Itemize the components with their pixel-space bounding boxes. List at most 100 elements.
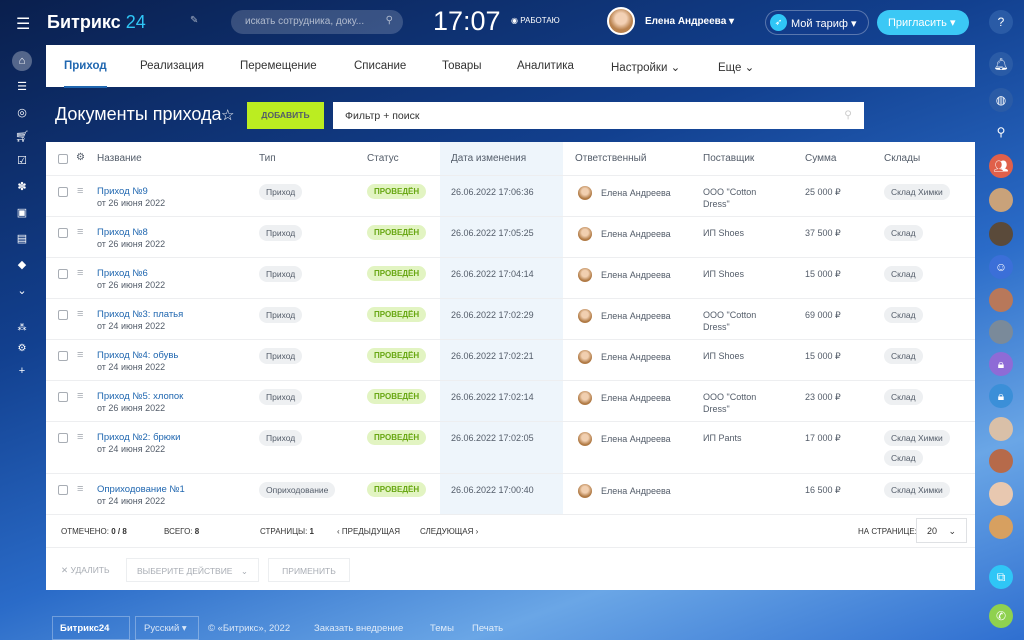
tariff-button[interactable]: ➶ Мой тариф ▾ — [765, 10, 869, 35]
cart-icon[interactable]: 🛒︎ — [15, 131, 29, 143]
header-name[interactable]: Название — [97, 153, 142, 164]
header-stores[interactable]: Склады — [884, 153, 921, 164]
help-icon[interactable]: ? — [989, 10, 1013, 34]
plus-icon[interactable]: + — [18, 365, 26, 377]
next-page-link[interactable]: СЛЕДУЮЩАЯ › — [420, 527, 479, 536]
header-responsible[interactable]: Ответственный — [575, 153, 647, 164]
row-checkbox[interactable] — [58, 187, 68, 197]
header-date[interactable]: Дата изменения — [451, 153, 527, 164]
header-status[interactable]: Статус — [367, 153, 399, 164]
row-checkbox[interactable] — [58, 228, 68, 238]
table-row[interactable]: ≡ Приход №6 от 26 июня 2022 Приход ПРОВЕ… — [46, 257, 975, 298]
contact-avatar[interactable] — [989, 417, 1013, 441]
table-row[interactable]: ≡ Приход №4: обувь от 24 июня 2022 Прихо… — [46, 339, 975, 380]
contact-avatar[interactable] — [989, 515, 1013, 539]
table-row[interactable]: ≡ Приход №9 от 26 июня 2022 Приход ПРОВЕ… — [46, 175, 975, 216]
tab-realizaciya[interactable]: Реализация — [140, 60, 204, 72]
add-button[interactable]: ДОБАВИТЬ — [247, 102, 324, 129]
menu-icon[interactable]: ☰ — [16, 16, 31, 33]
row-checkbox[interactable] — [58, 433, 68, 443]
sitemap-icon[interactable]: ⁂ — [17, 322, 27, 332]
box-icon[interactable]: ◆ — [17, 259, 27, 271]
table-row[interactable]: ≡ Приход №8 от 26 июня 2022 Приход ПРОВЕ… — [46, 216, 975, 257]
document-link[interactable]: Приход №4: обувь — [97, 350, 179, 361]
contact-avatar[interactable] — [989, 222, 1013, 246]
drag-handle-icon[interactable]: ≡ — [77, 226, 84, 238]
responsible-link[interactable]: Елена Андреева — [601, 270, 671, 280]
row-checkbox[interactable] — [58, 351, 68, 361]
document-link[interactable]: Приход №3: платья — [97, 309, 184, 320]
responsible-link[interactable]: Елена Андреева — [601, 188, 671, 198]
row-checkbox[interactable] — [58, 310, 68, 320]
document-link[interactable]: Приход №5: хлопок — [97, 391, 184, 402]
contact-avatar[interactable] — [989, 188, 1013, 212]
work-status[interactable]: ◉ РАБОТАЮ — [511, 16, 560, 25]
star-icon[interactable]: ☆ — [221, 107, 235, 124]
lock-icon[interactable]: 🔒︎ — [989, 384, 1013, 408]
row-checkbox[interactable] — [58, 485, 68, 495]
contact-avatar[interactable] — [989, 288, 1013, 312]
table-row[interactable]: ≡ Приход №3: платья от 24 июня 2022 Прих… — [46, 298, 975, 339]
header-supplier[interactable]: Поставщик — [703, 153, 755, 164]
video-icon[interactable]: ⧉ — [989, 565, 1013, 589]
drag-handle-icon[interactable]: ≡ — [77, 185, 84, 197]
delete-button[interactable]: ✕ УДАЛИТЬ — [61, 565, 110, 575]
logo[interactable]: Битрикс 24 — [47, 12, 146, 33]
document-link[interactable]: Приход №6 — [97, 268, 148, 279]
group-icon[interactable]: 👥︎ — [989, 154, 1013, 178]
document-link[interactable]: Оприходование №1 — [97, 484, 185, 495]
search-icon[interactable]: ⚲ — [996, 125, 1006, 139]
home-icon[interactable]: ⌂ — [12, 51, 32, 71]
document-link[interactable]: Приход №2: брюки — [97, 432, 181, 443]
table-row[interactable]: ≡ Приход №5: хлопок от 26 июня 2022 Прих… — [46, 380, 975, 421]
footer-logo[interactable]: Битрикс24 — [52, 616, 130, 640]
themes-link[interactable]: Темы — [430, 623, 454, 634]
responsible-link[interactable]: Елена Андреева — [601, 434, 671, 444]
chat-group-icon[interactable]: ☺ — [989, 255, 1013, 279]
order-link[interactable]: Заказать внедрение — [314, 623, 404, 634]
header-sum[interactable]: Сумма — [805, 153, 837, 164]
header-type[interactable]: Тип — [259, 153, 276, 164]
edit-icon[interactable]: ✎ — [190, 15, 199, 26]
per-page-select[interactable]: 20 ⌄ — [916, 518, 967, 543]
drag-handle-icon[interactable]: ≡ — [77, 349, 84, 361]
gear-icon[interactable]: ⚙ — [17, 343, 27, 354]
invite-button[interactable]: Пригласить ▾ — [877, 10, 969, 35]
contact-icon[interactable]: ▣ — [16, 207, 28, 219]
apply-button[interactable]: ПРИМЕНИТЬ — [268, 558, 350, 582]
document-link[interactable]: Приход №9 — [97, 186, 148, 197]
current-page[interactable]: 1 — [309, 527, 314, 536]
language-select[interactable]: Русский ▾ — [135, 616, 199, 640]
user-menu[interactable]: Елена Андреева ▾ — [645, 16, 735, 27]
table-row[interactable]: ≡ Приход №2: брюки от 24 июня 2022 Прихо… — [46, 421, 975, 473]
prev-page-link[interactable]: ‹ ПРЕДЫДУЩАЯ — [337, 527, 401, 536]
drag-handle-icon[interactable]: ≡ — [77, 267, 84, 279]
lock-icon[interactable]: 🔒︎ — [989, 352, 1013, 376]
gear-icon[interactable]: ⚙ — [76, 152, 85, 163]
print-link[interactable]: Печать — [472, 623, 504, 634]
chat-icon[interactable]: ◍ — [989, 88, 1013, 112]
tab-spisanie[interactable]: Списание — [354, 60, 407, 72]
avatar[interactable] — [607, 7, 635, 35]
document-link[interactable]: Приход №8 — [97, 227, 148, 238]
drag-handle-icon[interactable]: ≡ — [77, 431, 84, 443]
responsible-link[interactable]: Елена Андреева — [601, 352, 671, 362]
tab-prihod[interactable]: Приход — [64, 60, 107, 88]
responsible-link[interactable]: Елена Андреева — [601, 311, 671, 321]
select-all-checkbox[interactable] — [58, 154, 68, 164]
store-icon[interactable]: ▤ — [16, 233, 28, 245]
tab-peremeshchenie[interactable]: Перемещение — [240, 60, 317, 72]
target-icon[interactable]: ◎ — [17, 107, 27, 119]
drag-handle-icon[interactable]: ≡ — [77, 483, 84, 495]
table-row[interactable]: ≡ Оприходование №1 от 24 июня 2022 Оприх… — [46, 473, 975, 514]
tab-nastroyki[interactable]: Настройки ⌄ — [611, 62, 681, 74]
action-select[interactable]: ВЫБЕРИТЕ ДЕЙСТВИЕ ⌄ — [126, 558, 259, 582]
tab-more[interactable]: Еще ⌄ — [718, 62, 755, 74]
more-icon[interactable]: ⌄ — [17, 285, 27, 297]
search-input[interactable]: искать сотрудника, доку... ⚲ — [231, 10, 403, 34]
responsible-link[interactable]: Елена Андреева — [601, 486, 671, 496]
contact-avatar[interactable] — [989, 449, 1013, 473]
responsible-link[interactable]: Елена Андреева — [601, 229, 671, 239]
bell-icon[interactable]: 🔔︎ — [989, 52, 1013, 76]
responsible-link[interactable]: Елена Андреева — [601, 393, 671, 403]
